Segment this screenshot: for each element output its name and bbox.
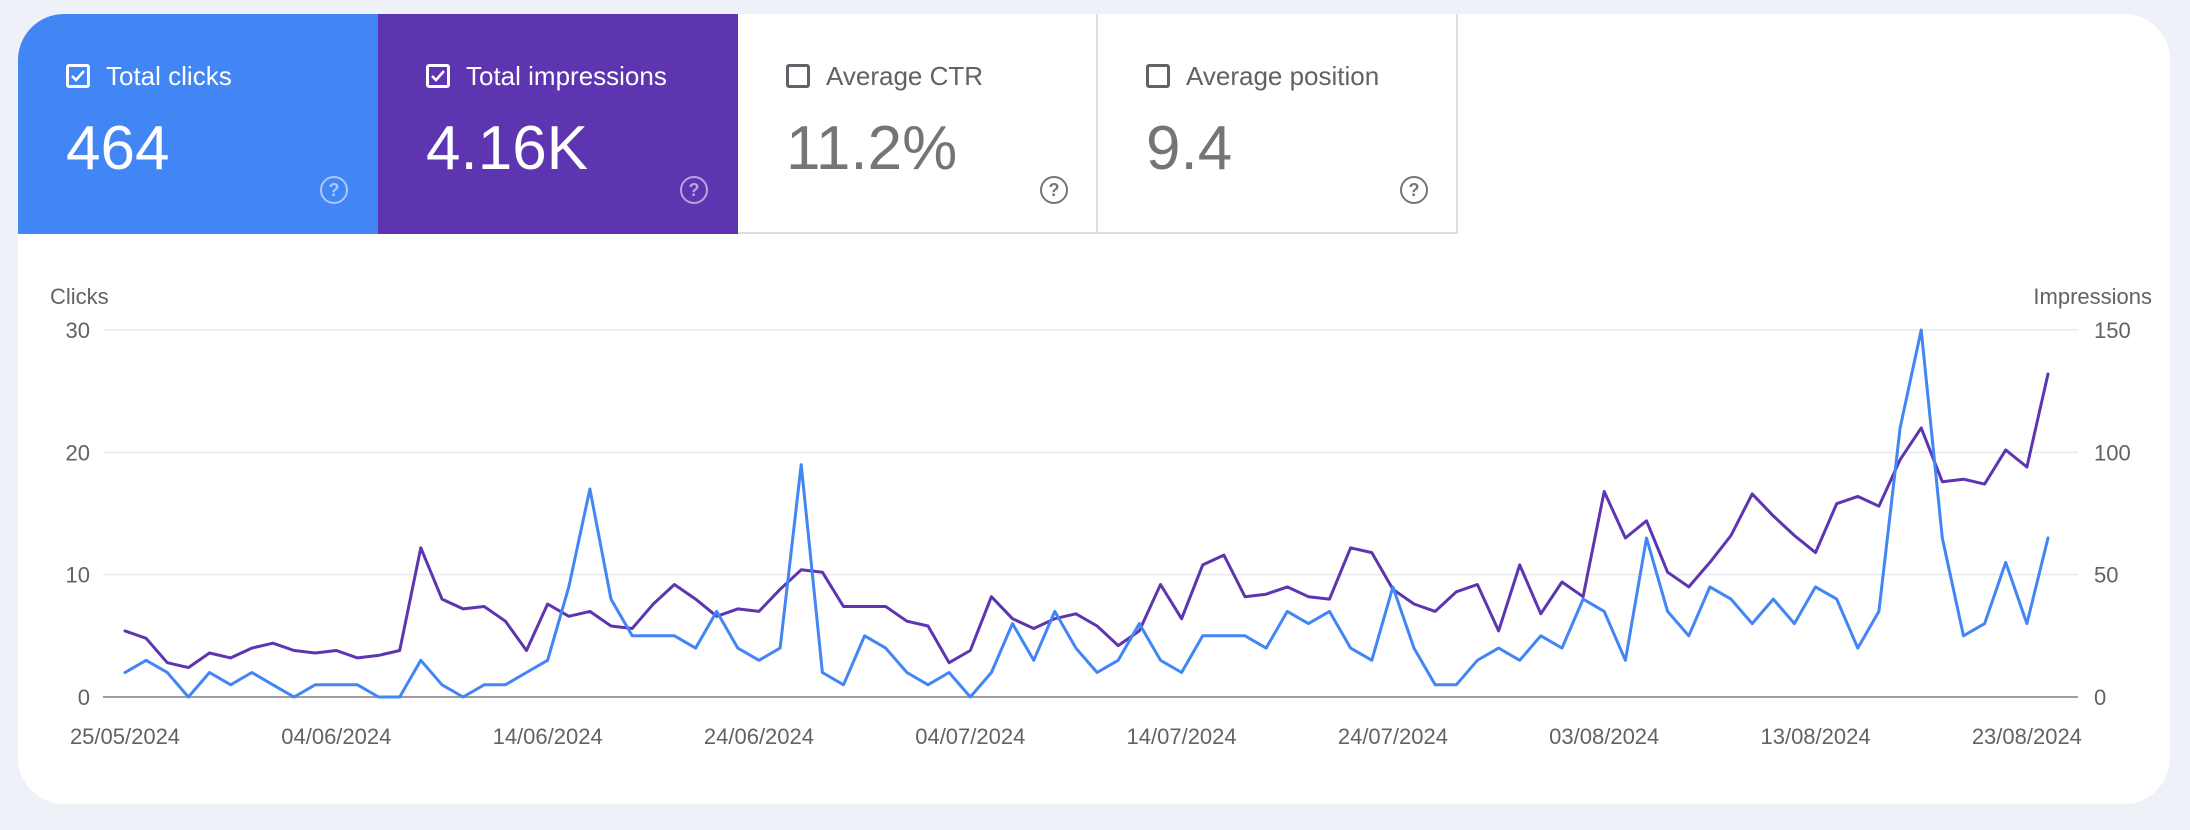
help-icon[interactable]: ? <box>1400 176 1428 204</box>
y-left-tick-label: 20 <box>66 440 90 465</box>
y-right-tick-label: 100 <box>2094 440 2131 465</box>
performance-card: Total clicks 464 ? Total impressions 4.1… <box>18 14 2170 804</box>
x-tick-label: 04/07/2024 <box>915 724 1025 749</box>
chart-series <box>123 328 2050 699</box>
x-tick-label: 24/06/2024 <box>704 724 814 749</box>
left-axis-title: Clicks <box>50 284 109 309</box>
right-axis-ticks: 0 50 100 150 <box>2094 318 2131 710</box>
y-left-tick-label: 30 <box>66 318 90 343</box>
checkbox-unchecked-icon[interactable] <box>1146 64 1170 88</box>
metric-tile-total-impressions[interactable]: Total impressions 4.16K ? <box>378 14 738 234</box>
x-tick-label: 13/08/2024 <box>1760 724 1870 749</box>
metric-value: 4.16K <box>426 114 589 183</box>
x-tick-label: 14/07/2024 <box>1127 724 1237 749</box>
help-icon[interactable]: ? <box>1040 176 1068 204</box>
x-tick-label: 25/05/2024 <box>70 724 180 749</box>
metric-tile-total-clicks[interactable]: Total clicks 464 ? <box>18 14 378 234</box>
metric-label: Average position <box>1186 61 1380 91</box>
x-axis-ticks: 25/05/2024 04/06/2024 14/06/2024 24/06/2024… <box>70 724 2082 749</box>
y-right-tick-label: 50 <box>2094 563 2118 588</box>
chart-grid <box>103 329 2078 698</box>
y-right-tick-label: 0 <box>2094 685 2106 710</box>
checkbox-checked-icon[interactable] <box>426 64 450 88</box>
x-tick-label: 03/08/2024 <box>1549 724 1659 749</box>
y-left-tick-label: 10 <box>66 563 90 588</box>
right-axis-title: Impressions <box>2033 284 2152 309</box>
metric-value: 11.2% <box>786 114 958 183</box>
metric-tiles: Total clicks 464 ? Total impressions 4.1… <box>18 14 1458 234</box>
checkbox-unchecked-icon[interactable] <box>786 64 810 88</box>
metric-label: Total impressions <box>466 61 667 91</box>
series-line-impressions <box>123 372 2050 670</box>
x-tick-label: 24/07/2024 <box>1338 724 1448 749</box>
x-tick-label: 14/06/2024 <box>493 724 603 749</box>
x-tick-label: 23/08/2024 <box>1972 724 2082 749</box>
help-icon[interactable]: ? <box>320 176 348 204</box>
x-tick-label: 04/06/2024 <box>281 724 391 749</box>
metric-value: 9.4 <box>1146 114 1233 183</box>
series-line-clicks <box>123 328 2050 699</box>
metric-label: Total clicks <box>106 61 232 91</box>
checkbox-checked-icon[interactable] <box>66 64 90 88</box>
y-left-tick-label: 0 <box>78 685 90 710</box>
metric-label: Average CTR <box>826 61 984 91</box>
help-icon[interactable]: ? <box>680 176 708 204</box>
metric-tile-average-ctr[interactable]: Average CTR 11.2% ? <box>738 14 1098 234</box>
y-right-tick-label: 150 <box>2094 318 2131 343</box>
metric-value: 464 <box>66 114 170 183</box>
performance-chart: 0 10 20 30 0 50 100 150 25/05/2024 04/06/2024 14… <box>66 318 2131 749</box>
metric-tile-average-position[interactable]: Average position 9.4 ? <box>1098 14 1458 234</box>
left-axis-ticks: 0 10 20 30 <box>66 318 90 710</box>
